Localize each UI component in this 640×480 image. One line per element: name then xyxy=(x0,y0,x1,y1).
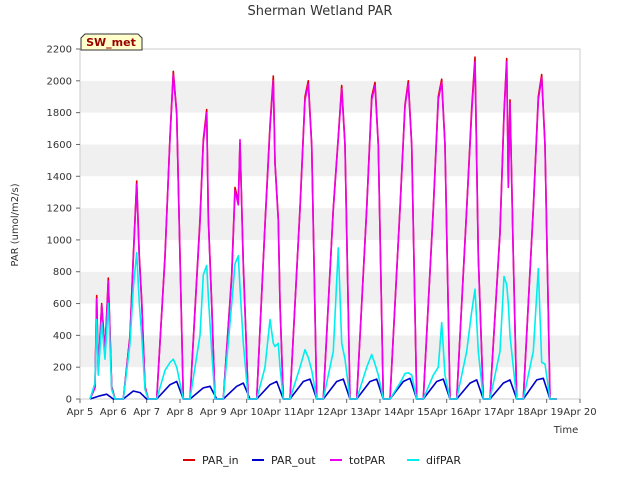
y-tick-label: 1400 xyxy=(47,172,72,183)
y-ticks: 0 200 400 600 800 1000 1200 1400 1600 1800 2000 220… xyxy=(47,45,80,406)
series-lines xyxy=(89,56,557,400)
legend-label-par_out: PAR_out xyxy=(271,454,316,467)
x-tick-label: Apr 6 xyxy=(100,407,127,418)
y-tick-label: 2000 xyxy=(47,76,72,87)
x-tick-label: Apr 10 xyxy=(230,407,263,418)
plot-band xyxy=(80,80,580,113)
legend-label-difpar: difPAR xyxy=(426,454,461,467)
y-tick-label: 1800 xyxy=(47,108,72,119)
plot-frame xyxy=(79,48,581,400)
x-tick-label: Apr 16 xyxy=(430,407,463,418)
x-tick-label: Apr 9 xyxy=(200,407,227,418)
legend-label-par_in: PAR_in xyxy=(202,454,239,467)
x-tick-label: Apr 14 xyxy=(363,407,396,418)
annotation-shape xyxy=(80,33,143,51)
plot-band xyxy=(80,335,580,368)
y-tick-label: 1000 xyxy=(47,235,72,246)
x-tick-label: Apr 8 xyxy=(167,407,194,418)
legend-label-totpar: totPAR xyxy=(349,454,386,467)
plot-band xyxy=(80,112,580,145)
plot-band xyxy=(80,144,580,177)
legend: PAR_in PAR_out totPAR difPAR xyxy=(183,454,461,467)
y-axis-label: PAR (umol/m2/s) xyxy=(10,183,21,266)
x-tick-label: Apr 19 xyxy=(530,407,563,418)
y-tick-label: 1200 xyxy=(47,204,72,215)
x-axis-label: Time xyxy=(553,425,578,436)
y-tick-label: 1600 xyxy=(47,140,72,151)
x-tick-label: Apr 20 xyxy=(563,407,596,418)
plot-band xyxy=(80,303,580,336)
plot-band xyxy=(80,49,580,81)
y-tick-label: 800 xyxy=(53,267,72,278)
series-line-difpar xyxy=(89,247,557,400)
y-tick-label: 600 xyxy=(53,299,72,310)
x-tick-label: Apr 13 xyxy=(330,407,363,418)
plot-border xyxy=(79,48,581,400)
x-tick-label: Apr 7 xyxy=(133,407,160,418)
plot-band xyxy=(80,176,580,209)
annotation-text: SW_met xyxy=(86,36,136,49)
plot-band xyxy=(80,208,580,240)
x-tick-label: Apr 12 xyxy=(297,407,330,418)
x-ticks: Apr 5 Apr 6 Apr 7 Apr 8 Apr 9 Apr 10 Apr 11 Apr… xyxy=(67,399,597,418)
y-tick-label: 2200 xyxy=(47,45,72,56)
x-tick-label: Apr 18 xyxy=(497,407,530,418)
x-tick-label: Apr 5 xyxy=(67,407,94,418)
x-tick-label: Apr 11 xyxy=(263,407,296,418)
x-tick-label: Apr 17 xyxy=(463,407,496,418)
chart-title: Sherman Wetland PAR xyxy=(248,4,393,19)
x-tick-label: Apr 15 xyxy=(397,407,430,418)
y-tick-label: 200 xyxy=(53,363,72,374)
y-tick-label: 400 xyxy=(53,331,72,342)
plot-band xyxy=(80,367,580,399)
y-tick-label: 0 xyxy=(66,395,72,406)
annotation-box: SW_met xyxy=(80,33,143,51)
